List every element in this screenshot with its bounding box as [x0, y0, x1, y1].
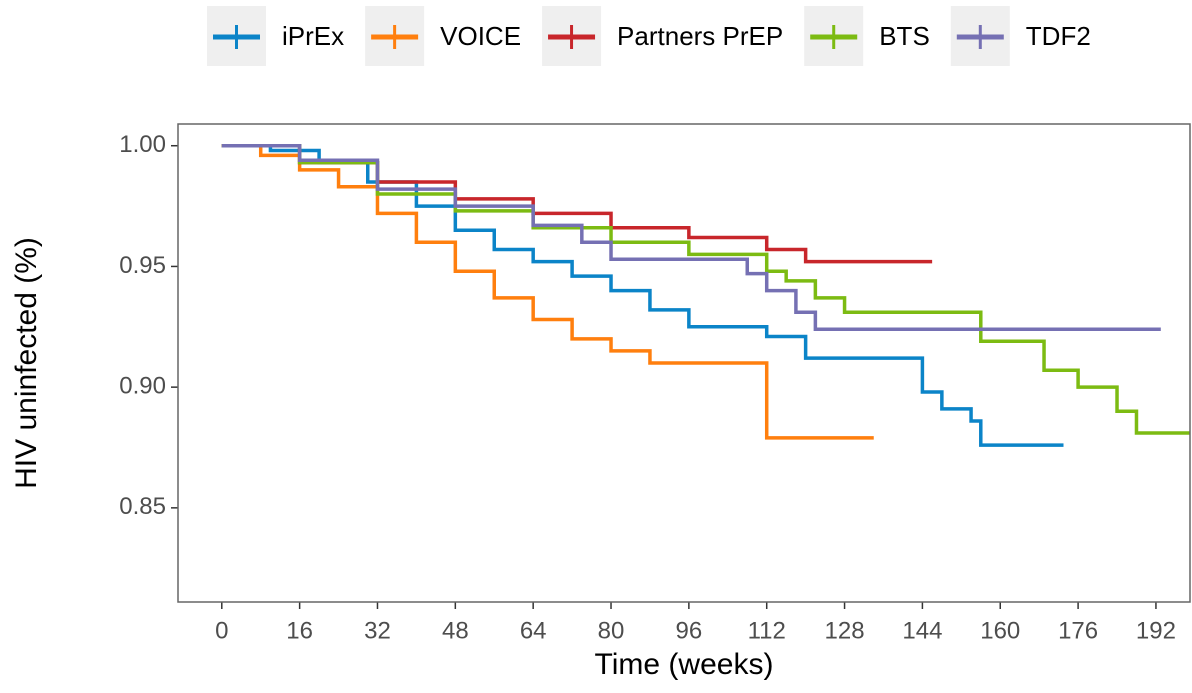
x-tick-label: 0: [215, 617, 228, 644]
x-tick-label: 48: [442, 617, 469, 644]
x-tick-label: 144: [902, 617, 942, 644]
km-curve: [221, 143, 1064, 447]
y-tick-label: 0.85: [119, 493, 166, 520]
legend-label: TDF2: [1026, 21, 1091, 51]
x-tick-label: 64: [520, 617, 547, 644]
x-tick-label: 80: [598, 617, 625, 644]
legend-label: VOICE: [440, 21, 521, 51]
y-tick-label: 1.00: [119, 131, 166, 158]
km-curve: [221, 143, 874, 440]
x-tick-label: 16: [286, 617, 313, 644]
km-curve: [221, 143, 1190, 435]
legend-label: Partners PrEP: [617, 21, 783, 51]
x-tick-label: 192: [1136, 617, 1176, 644]
y-tick-label: 0.90: [119, 372, 166, 399]
x-tick-label: 96: [676, 617, 703, 644]
x-tick-label: 112: [748, 617, 786, 644]
x-tick-label: 128: [825, 617, 865, 644]
y-axis-title: HIV uninfected (%): [10, 237, 43, 489]
km-curve: [221, 143, 1161, 331]
y-tick-label: 0.95: [119, 252, 166, 279]
x-tick-label: 32: [364, 617, 391, 644]
legend-label: iPrEx: [282, 21, 344, 51]
x-tick-label: 176: [1058, 617, 1098, 644]
legend-label: BTS: [879, 21, 930, 51]
x-axis-title: Time (weeks): [595, 648, 774, 681]
plot-border: [177, 123, 1191, 603]
x-tick-label: 160: [980, 617, 1020, 644]
